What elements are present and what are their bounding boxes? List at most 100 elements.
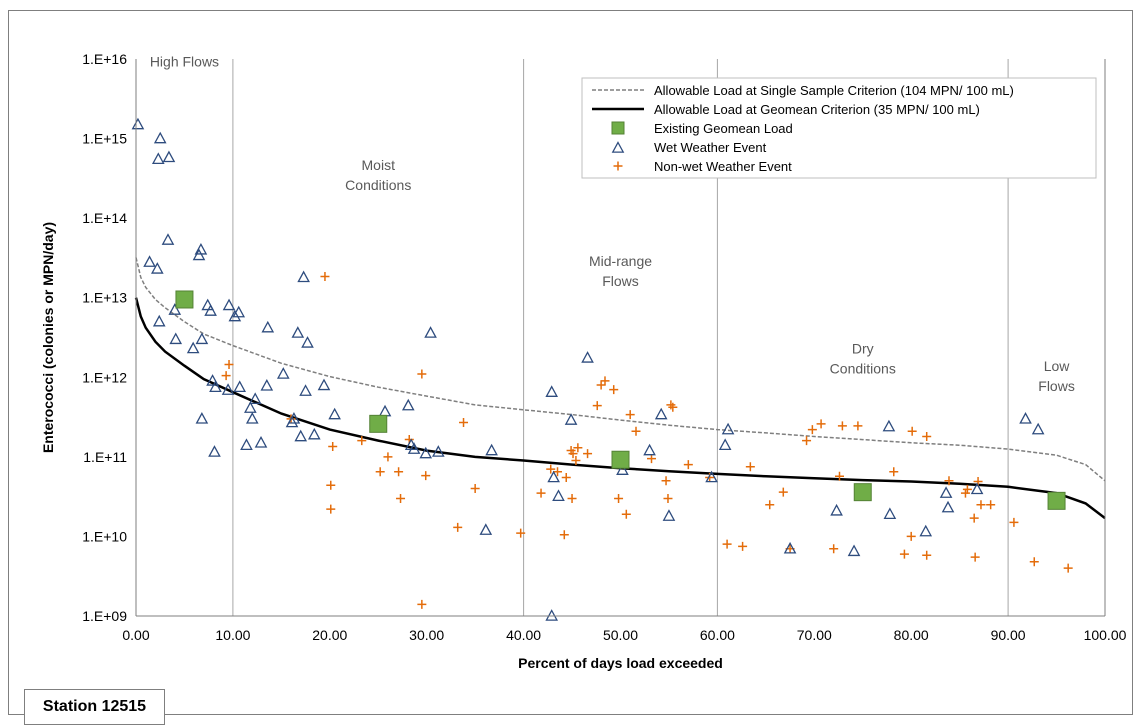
non-wet-weather-point xyxy=(722,539,732,549)
non-wet-weather-point xyxy=(536,488,546,498)
non-wet-weather-point xyxy=(889,467,899,477)
wet-weather-point xyxy=(547,470,560,483)
zone-label: High Flows xyxy=(150,54,219,70)
wet-weather-point xyxy=(419,446,433,459)
existing-geomean-point xyxy=(175,290,194,309)
y-tick-label: 1.E+11 xyxy=(83,449,127,465)
non-wet-weather-point xyxy=(470,484,480,494)
wet-weather-point xyxy=(970,482,984,495)
non-wet-weather-point xyxy=(1009,517,1019,527)
non-wet-weather-point xyxy=(394,467,404,477)
wet-weather-point xyxy=(186,341,200,354)
wet-weather-point xyxy=(206,374,219,386)
x-tick-label: 40.00 xyxy=(506,627,541,643)
non-wet-weather-point xyxy=(453,522,463,532)
non-wet-weather-point xyxy=(568,449,578,459)
legend-swatch-existing xyxy=(611,121,625,135)
non-wet-weather-point xyxy=(571,455,581,465)
y-tick-label: 1.E+09 xyxy=(82,608,127,624)
geomean-criterion-line xyxy=(134,297,1106,520)
wet-weather-point xyxy=(248,392,262,404)
wet-weather-point xyxy=(654,407,668,420)
wet-weather-point xyxy=(1019,412,1032,424)
non-wet-weather-point xyxy=(559,530,569,540)
x-tick-label: 70.00 xyxy=(797,627,832,643)
existing-geomean-point xyxy=(853,483,872,502)
wet-weather-point xyxy=(424,326,437,338)
x-tick-label: 100.00 xyxy=(1084,627,1127,643)
non-wet-weather-point xyxy=(970,552,980,562)
non-wet-weather-point xyxy=(328,441,338,451)
non-wet-weather-point xyxy=(614,493,624,503)
legend-swatch-nonwet xyxy=(613,161,623,171)
non-wet-weather-point xyxy=(417,369,427,379)
wet-weather-point xyxy=(261,320,275,333)
wet-weather-point xyxy=(232,305,246,318)
wet-weather-point xyxy=(168,303,182,315)
legend-entry: Allowable Load at Geomean Criterion (35 … xyxy=(654,102,980,117)
non-wet-weather-point xyxy=(421,471,431,481)
non-wet-weather-point xyxy=(357,436,367,446)
non-wet-weather-point xyxy=(837,421,847,431)
wet-weather-point xyxy=(143,255,156,267)
non-wet-weather-point xyxy=(765,500,775,510)
non-wet-weather-point xyxy=(600,376,610,386)
load-duration-chart: High Flows Moist Conditions Mid-range Flows D… xyxy=(40,51,1127,671)
y-tick-label: 1.E+13 xyxy=(82,290,127,306)
wet-weather-point xyxy=(192,248,206,261)
y-tick-label: 1.E+14 xyxy=(82,210,127,226)
wet-weather-point xyxy=(705,470,718,483)
non-wet-weather-point xyxy=(647,454,657,464)
legend-swatch-wet xyxy=(611,141,625,153)
chart-frame: High Flows Moist Conditions Mid-range Flows D… xyxy=(8,10,1133,725)
wet-weather-point xyxy=(581,351,594,363)
zone-label: Dry Conditions xyxy=(830,340,896,376)
wet-weather-point xyxy=(552,489,565,502)
wet-weather-point xyxy=(297,270,310,283)
wet-weather-point xyxy=(233,380,247,393)
wet-weather-point xyxy=(485,443,498,456)
wet-weather-point xyxy=(194,242,208,255)
y-axis-title: Enterococci (colonies or MPN/day) xyxy=(40,222,56,453)
wet-weather-point xyxy=(307,427,321,440)
non-wet-weather-point xyxy=(326,504,336,514)
wet-weather-point xyxy=(260,379,274,391)
wet-weather-point xyxy=(245,412,259,424)
wet-weather-point xyxy=(545,385,559,397)
non-wet-weather-point xyxy=(853,421,863,431)
non-wet-weather-point xyxy=(944,476,954,486)
non-wet-weather-point xyxy=(417,599,427,609)
wet-weather-point xyxy=(244,401,257,413)
legend-box xyxy=(581,77,1097,179)
wet-weather-point xyxy=(222,298,236,311)
x-tick-label: 60.00 xyxy=(700,627,735,643)
wet-weather-point xyxy=(221,383,235,395)
non-wet-weather-point xyxy=(986,500,996,510)
non-wet-weather-point xyxy=(396,493,406,503)
wet-weather-point xyxy=(883,507,897,520)
wet-weather-point xyxy=(291,326,305,338)
non-wet-weather-point xyxy=(807,425,817,435)
wet-weather-point xyxy=(195,332,209,345)
wet-weather-point xyxy=(276,367,290,379)
y-tick-label: 1.E+15 xyxy=(82,131,127,147)
non-wet-weather-point xyxy=(663,493,673,503)
wet-weather-point xyxy=(254,435,268,448)
axes: 0.00 10.00 20.00 30.00 40.00 50.00 60.00 70.00 8… xyxy=(82,51,1126,643)
wet-weather-point xyxy=(919,524,933,537)
y-tick-label: 1.E+16 xyxy=(82,51,127,67)
non-wet-weather-point xyxy=(592,401,602,411)
non-wet-weather-point xyxy=(224,359,234,369)
wet-weather-point xyxy=(718,438,732,451)
zone-label: Moist Conditions xyxy=(345,157,411,193)
wet-weather-point xyxy=(328,407,341,420)
wet-weather-point xyxy=(783,541,797,554)
legend: Allowable Load at Single Sample Criterio… xyxy=(581,77,1097,179)
wet-weather-point xyxy=(152,314,166,327)
non-wet-weather-point xyxy=(573,443,583,453)
wet-weather-point xyxy=(208,445,221,457)
non-wet-weather-point xyxy=(829,544,839,554)
legend-entry: Existing Geomean Load xyxy=(654,121,793,136)
legend-entry: Wet Weather Event xyxy=(654,140,767,155)
wet-weather-point xyxy=(161,233,175,245)
